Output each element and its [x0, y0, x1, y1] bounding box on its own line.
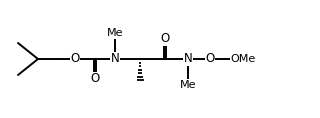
Text: Me: Me	[180, 80, 196, 90]
Text: N: N	[111, 53, 119, 65]
Text: N: N	[184, 53, 192, 65]
Text: O: O	[160, 32, 170, 46]
Text: O: O	[205, 53, 215, 65]
Text: O: O	[90, 72, 100, 86]
Text: OMe: OMe	[230, 54, 256, 64]
Text: O: O	[70, 53, 80, 65]
Text: Me: Me	[107, 28, 123, 38]
